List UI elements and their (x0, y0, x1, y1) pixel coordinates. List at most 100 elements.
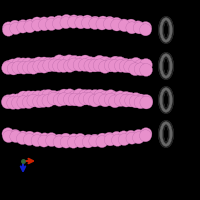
Circle shape (114, 94, 127, 106)
Circle shape (28, 58, 40, 71)
Circle shape (114, 91, 127, 104)
Circle shape (68, 55, 81, 68)
Circle shape (47, 90, 60, 103)
Circle shape (130, 93, 142, 105)
Circle shape (119, 58, 132, 71)
Circle shape (38, 135, 50, 147)
Circle shape (53, 94, 66, 106)
Circle shape (27, 91, 40, 104)
Circle shape (2, 22, 14, 34)
Circle shape (126, 132, 138, 144)
Circle shape (120, 91, 132, 104)
Circle shape (120, 94, 133, 107)
Circle shape (63, 55, 76, 68)
Circle shape (129, 63, 142, 76)
Circle shape (31, 132, 43, 144)
Circle shape (42, 57, 55, 70)
Circle shape (118, 131, 130, 143)
Circle shape (47, 57, 60, 70)
Circle shape (3, 131, 15, 143)
Circle shape (99, 56, 112, 69)
Circle shape (9, 20, 21, 32)
Circle shape (84, 57, 97, 69)
Circle shape (38, 17, 50, 29)
Circle shape (73, 94, 86, 107)
Circle shape (82, 134, 94, 146)
Circle shape (112, 134, 124, 146)
Circle shape (17, 20, 29, 32)
Circle shape (73, 89, 86, 101)
Circle shape (17, 58, 30, 71)
Circle shape (134, 63, 147, 76)
Circle shape (67, 136, 79, 148)
Circle shape (108, 59, 121, 72)
Circle shape (22, 96, 35, 109)
Circle shape (125, 130, 137, 142)
Circle shape (89, 59, 101, 72)
Circle shape (63, 93, 76, 106)
Circle shape (60, 17, 72, 29)
Circle shape (17, 91, 30, 104)
Circle shape (133, 129, 145, 141)
Circle shape (7, 94, 20, 107)
Circle shape (9, 129, 21, 141)
Circle shape (31, 17, 43, 29)
Circle shape (7, 62, 20, 75)
Circle shape (73, 59, 86, 71)
Circle shape (45, 133, 57, 145)
Circle shape (89, 134, 101, 146)
Circle shape (53, 91, 66, 104)
Circle shape (126, 22, 138, 34)
Circle shape (48, 59, 61, 72)
Circle shape (2, 60, 15, 73)
Circle shape (27, 61, 40, 74)
Circle shape (12, 94, 24, 106)
Circle shape (140, 59, 152, 71)
Circle shape (58, 89, 70, 102)
Circle shape (10, 23, 22, 35)
Circle shape (67, 16, 79, 28)
Circle shape (89, 135, 101, 147)
Circle shape (42, 89, 55, 102)
Circle shape (63, 60, 76, 72)
Circle shape (38, 19, 50, 31)
Circle shape (52, 18, 64, 30)
Circle shape (134, 94, 147, 107)
Circle shape (118, 19, 130, 31)
Circle shape (37, 95, 50, 107)
Circle shape (104, 58, 117, 70)
Circle shape (75, 136, 87, 148)
Circle shape (140, 128, 152, 140)
Circle shape (17, 61, 30, 74)
Circle shape (114, 57, 127, 69)
Circle shape (23, 134, 35, 146)
Circle shape (57, 93, 70, 105)
Circle shape (82, 136, 94, 148)
Circle shape (68, 58, 80, 71)
Circle shape (12, 96, 24, 109)
Circle shape (93, 93, 106, 105)
Circle shape (53, 15, 65, 27)
Circle shape (84, 59, 97, 72)
Circle shape (99, 61, 111, 73)
Circle shape (57, 60, 70, 72)
Circle shape (83, 89, 96, 102)
Circle shape (60, 14, 72, 26)
Circle shape (132, 21, 144, 33)
Circle shape (129, 95, 142, 108)
Circle shape (12, 58, 25, 70)
Circle shape (74, 15, 86, 27)
Circle shape (27, 94, 40, 107)
Circle shape (104, 16, 116, 28)
Circle shape (2, 128, 14, 140)
Circle shape (99, 91, 112, 103)
Circle shape (32, 91, 45, 103)
Circle shape (89, 17, 101, 29)
Circle shape (53, 55, 66, 68)
Circle shape (109, 95, 121, 108)
Circle shape (89, 89, 101, 102)
Circle shape (134, 96, 147, 109)
Circle shape (33, 95, 45, 108)
Circle shape (140, 96, 153, 109)
Circle shape (79, 55, 92, 68)
